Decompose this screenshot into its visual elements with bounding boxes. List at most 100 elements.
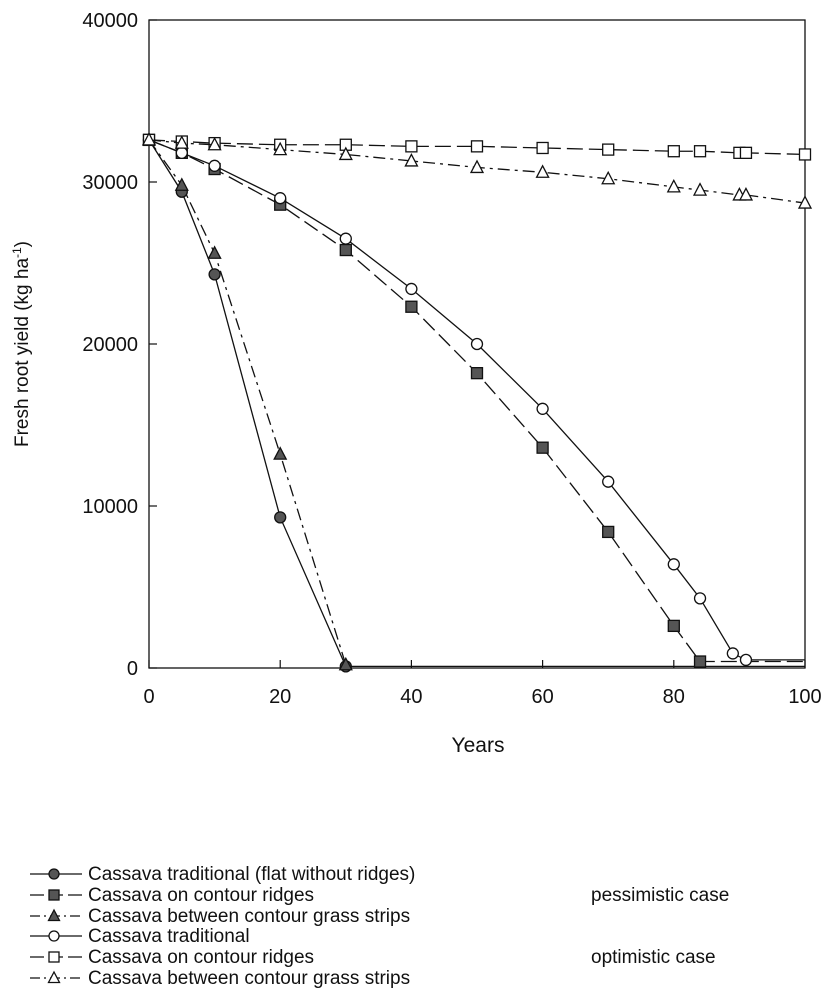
legend-marker: [48, 930, 60, 943]
y-tick-label: 30000: [82, 172, 138, 194]
legend-item: Cassava between contour grass strips: [28, 906, 808, 927]
data-point: [470, 140, 484, 153]
legend-label: Cassava on contour ridges: [88, 884, 315, 906]
legend-marker: [47, 908, 61, 921]
data-point: [338, 146, 353, 161]
data-point: [208, 159, 221, 172]
data-point: [274, 192, 287, 205]
data-point: [667, 558, 680, 571]
data-point: [602, 475, 615, 488]
data-point: [405, 282, 418, 296]
legend-marker: [47, 970, 61, 984]
legend-item: Cassava traditional: [28, 926, 808, 947]
x-tick-label: 20: [269, 686, 291, 708]
chart-legend: Cassava traditional (flat without ridges…: [28, 864, 808, 989]
series-5: [141, 131, 813, 209]
y-tick-label: 20000: [82, 334, 138, 356]
data-point: [141, 131, 157, 146]
line-chart: 0 10000 20000 30000 40000 0 20 40 60 80 100 Years…: [10, 10, 822, 757]
legend-marker: [48, 889, 60, 901]
data-point: [693, 145, 707, 158]
legend-symbol: [30, 868, 82, 880]
data-point: [273, 141, 288, 156]
legend-marker: [48, 868, 60, 880]
data-point: [726, 647, 739, 660]
y-tick-label: 10000: [82, 496, 138, 518]
series-line: [148, 139, 805, 663]
legend-symbol: [30, 889, 82, 901]
y-tick-label: 40000: [82, 10, 138, 32]
data-point: [536, 141, 549, 155]
x-tick-label: 100: [788, 686, 821, 708]
legend-item: Cassava on contour ridges optimistic cas…: [28, 947, 808, 968]
data-point: [797, 195, 813, 209]
data-point: [693, 655, 707, 668]
data-point: [207, 245, 222, 259]
data-point: [339, 232, 352, 245]
legend-marker: [48, 951, 60, 963]
series-line: [148, 139, 806, 156]
x-tick-label: 80: [663, 686, 685, 708]
y-axis-label: Fresh root yield (kg ha-1): [10, 241, 33, 447]
data-point: [536, 441, 549, 454]
legend-label: Cassava traditional: [88, 926, 250, 948]
data-point: [338, 656, 353, 671]
legend-item: Cassava between contour grass strips: [28, 968, 808, 989]
legend-label: Cassava traditional (flat without ridges…: [88, 864, 416, 885]
data-point: [602, 525, 615, 539]
data-point: [798, 148, 812, 161]
x-tick-label: 40: [400, 686, 422, 708]
legend-item: Cassava traditional (flat without ridges…: [28, 864, 808, 885]
data-point: [174, 177, 189, 191]
series-line: [148, 139, 805, 661]
legend-label: Cassava between contour grass strips: [88, 905, 411, 927]
data-point: [339, 243, 352, 257]
data-point: [601, 170, 616, 185]
legend-group-label-optimistic: optimistic case: [591, 947, 716, 969]
data-point: [405, 140, 418, 153]
data-point: [535, 164, 550, 178]
data-point: [667, 619, 680, 633]
data-point: [738, 187, 754, 201]
legend-symbol: [30, 930, 82, 943]
data-point: [739, 653, 753, 667]
data-point: [405, 300, 418, 313]
y-axis-ticks: 0 10000 20000 30000 40000: [82, 10, 157, 680]
x-axis-label: Years: [452, 734, 505, 757]
y-tick-label: 0: [127, 658, 138, 680]
data-point: [470, 337, 484, 351]
series-0: [142, 133, 805, 673]
data-point: [274, 511, 287, 524]
data-point: [470, 367, 484, 380]
series-2: [141, 131, 353, 671]
legend-label: Cassava between contour grass strips: [88, 967, 411, 989]
series-layer: [141, 131, 813, 673]
x-tick-label: 60: [531, 686, 553, 708]
legend-symbol: [30, 970, 82, 984]
series-3: [142, 133, 805, 667]
x-tick-label: 0: [143, 686, 154, 708]
data-point: [208, 268, 221, 281]
data-point: [469, 159, 485, 174]
data-point: [536, 402, 549, 415]
data-point: [667, 145, 680, 158]
data-point: [666, 178, 681, 193]
series-line: [148, 139, 805, 668]
data-point: [404, 153, 419, 167]
data-point: [692, 182, 708, 196]
data-point: [739, 146, 753, 159]
data-point: [602, 143, 615, 156]
series-line: [148, 139, 347, 665]
data-point: [207, 136, 222, 151]
legend-symbol: [30, 908, 82, 921]
data-point: [693, 592, 707, 605]
legend-item: Cassava on contour ridges pessimistic ca…: [28, 885, 808, 906]
series-line: [148, 139, 806, 204]
legend-label: Cassava on contour ridges: [88, 947, 315, 969]
legend-symbol: [30, 951, 82, 963]
x-axis-ticks: 0 20 40 60 80 100: [143, 660, 822, 708]
series-1: [142, 133, 805, 668]
data-point: [175, 146, 188, 159]
data-point: [273, 446, 288, 460]
data-point: [174, 135, 189, 149]
